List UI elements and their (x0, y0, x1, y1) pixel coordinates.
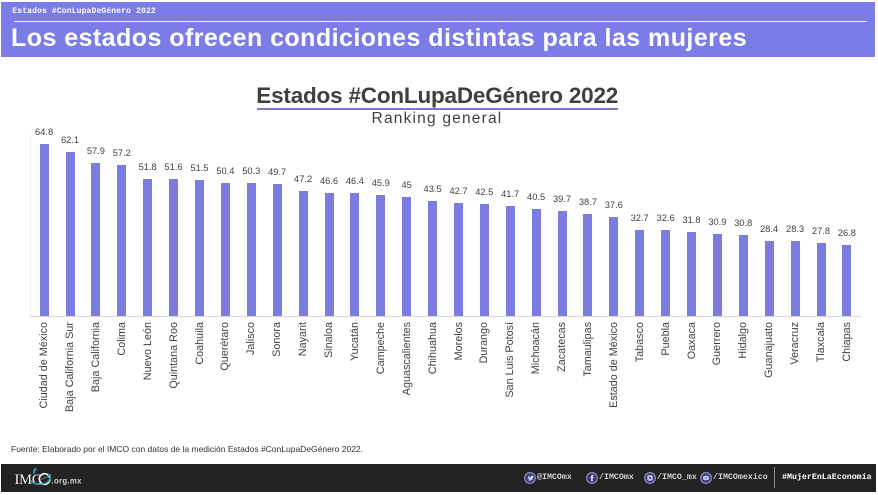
svg-text:.org.mx: .org.mx (52, 476, 83, 485)
svg-text:IMC: IMC (15, 472, 42, 488)
